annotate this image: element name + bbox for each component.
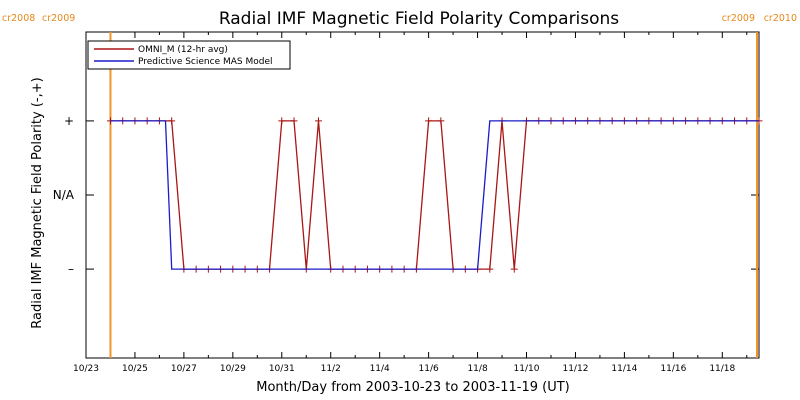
data-point bbox=[278, 117, 286, 125]
x-tick-label: 11/2 bbox=[321, 364, 341, 374]
x-tick-label: 10/23 bbox=[73, 364, 99, 374]
x-axis-label: Month/Day from 2003-10-23 to 2003-11-19 … bbox=[256, 380, 569, 395]
y-tick-label: + bbox=[64, 114, 74, 128]
x-tick-label: 11/8 bbox=[467, 364, 487, 374]
carrington-label-right: cr2010 bbox=[764, 13, 797, 24]
series-layer bbox=[106, 117, 763, 273]
y-axis-ticks: + N/A – bbox=[53, 114, 759, 276]
y-tick-label: N/A bbox=[53, 188, 75, 202]
x-tick-label: 11/4 bbox=[370, 364, 390, 374]
x-tick-label: 10/29 bbox=[220, 364, 246, 374]
x-tick-label: 11/12 bbox=[562, 364, 588, 374]
x-tick-label: 10/25 bbox=[122, 364, 148, 374]
x-tick-label: 11/14 bbox=[611, 364, 637, 374]
legend: OMNI_M (12-hr avg) Predictive Science MA… bbox=[87, 40, 291, 70]
y-tick-label: – bbox=[68, 262, 74, 276]
legend-label-omni: OMNI_M (12-hr avg) bbox=[138, 45, 228, 55]
data-point bbox=[290, 117, 298, 125]
data-point bbox=[486, 265, 494, 273]
data-point bbox=[510, 265, 518, 273]
series-line-mas bbox=[110, 120, 759, 270]
x-tick-label: 11/18 bbox=[709, 364, 735, 374]
x-axis-ticks: 10/23 10/25 10/27 10/29 10/31 11/2 11/4 11/6 11/… bbox=[73, 32, 748, 374]
x-tick-label: 11/10 bbox=[514, 364, 540, 374]
plot-area: 10/23 10/25 10/27 10/29 10/31 11/2 11/4 11/6 11/… bbox=[2, 13, 797, 374]
x-tick-label: 11/6 bbox=[419, 364, 439, 374]
series-line-omni bbox=[110, 120, 759, 270]
carrington-markers: cr2008 cr2009 cr2009 cr2010 bbox=[2, 13, 797, 358]
data-point bbox=[437, 117, 445, 125]
carrington-label-left: cr2008 bbox=[2, 13, 35, 24]
data-point bbox=[168, 117, 176, 125]
data-point bbox=[425, 117, 433, 125]
x-tick-label: 11/16 bbox=[660, 364, 686, 374]
carrington-label-right: cr2009 bbox=[42, 13, 75, 24]
legend-box bbox=[87, 40, 291, 70]
chart-title: Radial IMF Magnetic Field Polarity Compa… bbox=[219, 9, 619, 29]
x-tick-label: 10/27 bbox=[171, 364, 197, 374]
data-point bbox=[314, 117, 322, 125]
x-tick-label: 10/31 bbox=[269, 364, 295, 374]
y-axis-label: Radial IMF Magnetic Field Polarity (-,+) bbox=[30, 77, 45, 328]
legend-label-mas: Predictive Science MAS Model bbox=[138, 57, 273, 67]
carrington-label-left: cr2009 bbox=[722, 13, 755, 24]
